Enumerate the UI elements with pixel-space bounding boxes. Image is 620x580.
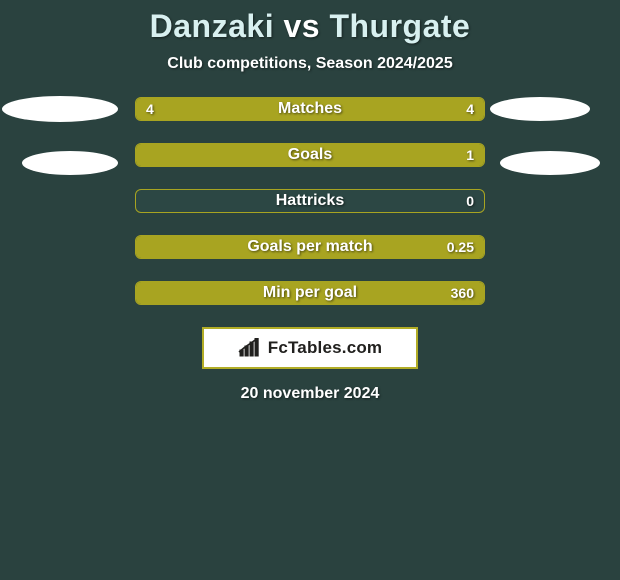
date-line: 20 november 2024 <box>0 385 620 403</box>
stat-row: Min per goal360 <box>135 281 485 305</box>
player2-name: Thurgate <box>329 8 470 44</box>
stat-row: Goals per match0.25 <box>135 235 485 259</box>
vs-separator: vs <box>274 8 329 44</box>
brand-bars-icon <box>238 338 262 358</box>
decorative-ellipse <box>490 97 590 121</box>
stat-value-right: 0 <box>466 190 474 212</box>
stat-fill-right <box>136 236 484 258</box>
decorative-ellipse <box>22 151 118 175</box>
brand-text: FcTables.com <box>268 338 383 358</box>
stat-fill-right <box>310 98 484 120</box>
decorative-ellipse <box>500 151 600 175</box>
stats-arena: Matches44 Goals1 Hattricks0 Goals per match… <box>0 97 620 305</box>
stat-fill-left <box>136 98 310 120</box>
stat-label: Hattricks <box>136 190 484 212</box>
stat-row: Matches44 <box>135 97 485 121</box>
stat-rows: Matches44 Goals1 Hattricks0 Goals per match… <box>135 97 485 305</box>
decorative-ellipse <box>2 96 118 122</box>
stat-row: Goals1 <box>135 143 485 167</box>
stat-row: Hattricks0 <box>135 189 485 213</box>
subtitle: Club competitions, Season 2024/2025 <box>0 55 620 73</box>
stat-fill-right <box>136 144 484 166</box>
page-title: Danzaki vs Thurgate <box>0 0 620 45</box>
stat-fill-right <box>136 282 484 304</box>
comparison-card: Danzaki vs Thurgate Club competitions, S… <box>0 0 620 580</box>
brand-box[interactable]: FcTables.com <box>202 327 418 369</box>
player1-name: Danzaki <box>150 8 274 44</box>
